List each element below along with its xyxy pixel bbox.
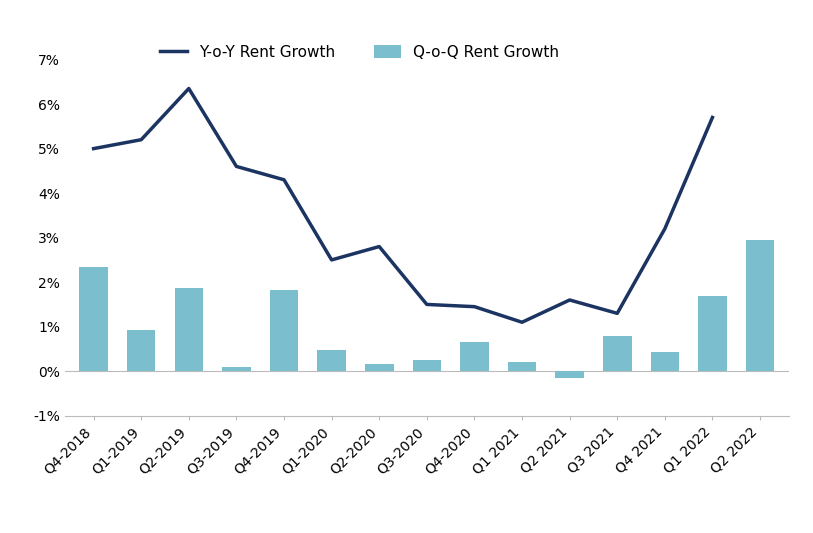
Y-o-Y Rent Growth xyxy=(660,225,670,232)
Bar xyxy=(80,266,108,371)
Bar xyxy=(412,360,441,371)
Y-o-Y Rent Growth xyxy=(232,163,241,169)
Y-o-Y Rent Growth xyxy=(422,301,432,308)
Bar xyxy=(698,295,727,371)
Bar xyxy=(460,342,489,371)
Bar xyxy=(175,287,203,371)
Bar xyxy=(365,364,393,371)
Line: Y-o-Y Rent Growth: Y-o-Y Rent Growth xyxy=(93,88,712,322)
Y-o-Y Rent Growth xyxy=(707,114,717,120)
Bar xyxy=(508,362,537,371)
Y-o-Y Rent Growth xyxy=(137,136,146,143)
Bar xyxy=(555,371,584,378)
Y-o-Y Rent Growth xyxy=(184,85,193,92)
Bar xyxy=(650,352,679,371)
Bar xyxy=(222,367,250,371)
Y-o-Y Rent Growth xyxy=(517,319,527,326)
Y-o-Y Rent Growth xyxy=(470,303,480,310)
Y-o-Y Rent Growth xyxy=(612,310,622,317)
Bar xyxy=(127,330,155,371)
Y-o-Y Rent Growth xyxy=(89,146,98,152)
Y-o-Y Rent Growth xyxy=(374,244,384,250)
Y-o-Y Rent Growth xyxy=(565,297,575,303)
Bar xyxy=(270,290,298,371)
Bar xyxy=(317,350,346,371)
Y-o-Y Rent Growth xyxy=(327,257,337,263)
Legend: Y-o-Y Rent Growth, Q-o-Q Rent Growth: Y-o-Y Rent Growth, Q-o-Q Rent Growth xyxy=(159,45,559,60)
Y-o-Y Rent Growth xyxy=(279,176,289,183)
Bar xyxy=(746,240,774,371)
Bar xyxy=(603,336,632,371)
